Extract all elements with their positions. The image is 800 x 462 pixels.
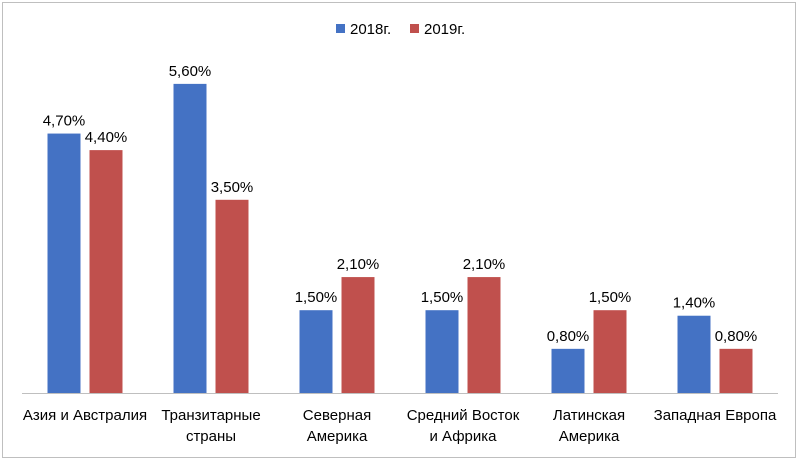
category-label: страны (186, 428, 236, 445)
chart-frame (2, 2, 796, 458)
legend-swatch-1 (410, 24, 419, 33)
bar-2018-5 (677, 315, 711, 393)
legend: 2018г. 2019г. (336, 21, 465, 38)
bar-2019-1 (215, 199, 249, 393)
bar-2019-4 (593, 310, 627, 393)
bar-2019-2 (341, 277, 375, 393)
bar-2018-2 (299, 310, 333, 393)
bar-2019-5 (719, 348, 753, 393)
data-label: 5,60% (169, 63, 212, 80)
data-label: 4,40% (85, 129, 128, 146)
data-label: 1,50% (421, 289, 464, 306)
category-label: Азия и Австралия (23, 407, 147, 424)
legend-label-1: 2019г. (424, 21, 465, 38)
category-label: Средний Восток (407, 407, 520, 424)
data-label: 1,50% (589, 289, 632, 306)
data-label: 0,80% (547, 328, 590, 345)
data-label: 1,50% (295, 289, 338, 306)
bar-2019-3 (467, 277, 501, 393)
data-label: 3,50% (211, 179, 254, 196)
legend-label-0: 2018г. (350, 21, 391, 38)
bar-2018-3 (425, 310, 459, 393)
category-label: Западная Европа (654, 407, 777, 424)
data-label: 2,10% (337, 256, 380, 273)
data-label: 0,80% (715, 328, 758, 345)
category-label: Северная (303, 407, 371, 424)
data-label: 4,70% (43, 113, 86, 130)
category-labels: Азия и Австралия Транзитарные страны Северн… (23, 407, 777, 445)
category-label: Америка (307, 428, 368, 445)
category-label: Транзитарные (161, 407, 260, 424)
data-label: 2,10% (463, 256, 506, 273)
category-label: Латинская (553, 407, 625, 424)
category-label: Америка (559, 428, 620, 445)
bar-2018-4 (551, 348, 585, 393)
bar-2018-0 (47, 133, 81, 393)
bars-layer: 4,70%4,40% 5,60% 3,50% 1,50% 2,10% 1,50% 2,10%… (43, 63, 758, 393)
bar-2019-0 (89, 150, 123, 393)
category-label: и Африка (429, 428, 497, 445)
data-label: 1,40% (673, 295, 716, 312)
legend-swatch-0 (336, 24, 345, 33)
bar-2018-1 (173, 83, 207, 393)
